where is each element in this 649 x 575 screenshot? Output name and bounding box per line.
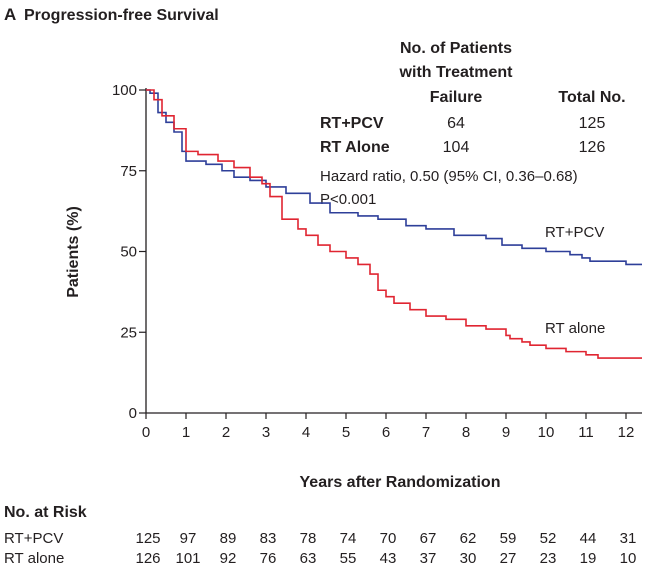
series-label-rt-pcv: RT+PCV: [545, 224, 604, 241]
risk-value: 23: [540, 550, 557, 567]
survival-curve-rt-pcv: [146, 89, 642, 266]
legend-header-failure-1: No. of Patients: [400, 40, 512, 57]
risk-value: 97: [180, 530, 197, 547]
x-tick-label: 3: [262, 424, 270, 441]
x-tick-label: 5: [342, 424, 350, 441]
y-tick-label: 50: [120, 244, 137, 261]
risk-value: 70: [380, 530, 397, 547]
risk-value: 10: [620, 550, 637, 567]
x-tick-label: 2: [222, 424, 230, 441]
risk-value: 78: [300, 530, 317, 547]
panel-label: A: [4, 5, 16, 24]
risk-value: 76: [260, 550, 277, 567]
legend-row-label: RT Alone: [320, 139, 390, 156]
risk-value: 37: [420, 550, 437, 567]
x-tick-label: 4: [302, 424, 310, 441]
number-at-risk-title: No. at Risk: [4, 504, 87, 521]
risk-value: 59: [500, 530, 517, 547]
x-tick-label: 0: [142, 424, 150, 441]
risk-value: 67: [420, 530, 437, 547]
legend-header-failure-2: with Treatment: [399, 64, 514, 81]
risk-value: 44: [580, 530, 597, 547]
x-tick-label: 7: [422, 424, 430, 441]
p-value-annotation: P<0.001: [320, 191, 376, 208]
x-tick-label: 1: [182, 424, 190, 441]
legend-header-total: Total No.: [558, 89, 625, 106]
risk-value: 63: [300, 550, 317, 567]
y-tick-label: 75: [120, 163, 137, 180]
risk-value: 19: [580, 550, 597, 567]
risk-value: 74: [340, 530, 357, 547]
risk-value: 125: [135, 530, 160, 547]
legend-row-label: RT+PCV: [320, 115, 384, 132]
legend-row-failure: 64: [447, 115, 465, 132]
risk-value: 30: [460, 550, 477, 567]
x-tick-label: 10: [538, 424, 555, 441]
risk-value: 27: [500, 550, 517, 567]
x-tick-label: 11: [578, 424, 594, 441]
risk-value: 52: [540, 530, 557, 547]
legend-row-total: 126: [579, 139, 606, 156]
series-label-rt-alone: RT alone: [545, 320, 605, 337]
risk-value: 31: [620, 530, 637, 547]
risk-value: 83: [260, 530, 277, 547]
risk-row-label: RT+PCV: [4, 530, 63, 547]
risk-row-label: RT alone: [4, 550, 64, 567]
x-tick-label: 6: [382, 424, 390, 441]
risk-value: 92: [220, 550, 237, 567]
x-axis-label: Years after Randomization: [300, 474, 501, 491]
y-tick-label: 100: [112, 82, 137, 99]
y-axis-label: Patients (%): [65, 206, 82, 298]
risk-value: 55: [340, 550, 357, 567]
chart-title: Progression-free Survival: [24, 7, 219, 24]
hazard-ratio-annotation: Hazard ratio, 0.50 (95% CI, 0.36–0.68): [320, 168, 578, 185]
risk-value: 101: [175, 550, 200, 567]
risk-value: 126: [135, 550, 160, 567]
x-tick-label: 12: [618, 424, 635, 441]
risk-value: 43: [380, 550, 397, 567]
x-tick-label: 9: [502, 424, 510, 441]
risk-value: 89: [220, 530, 237, 547]
legend-header-failure-3: Failure: [430, 89, 483, 106]
legend-row-failure: 104: [443, 139, 470, 156]
risk-value: 62: [460, 530, 477, 547]
survival-curve-rt-alone: [146, 89, 642, 359]
x-tick-label: 8: [462, 424, 470, 441]
y-tick-label: 0: [129, 405, 137, 422]
legend-row-total: 125: [579, 115, 606, 132]
y-tick-label: 25: [120, 324, 137, 341]
